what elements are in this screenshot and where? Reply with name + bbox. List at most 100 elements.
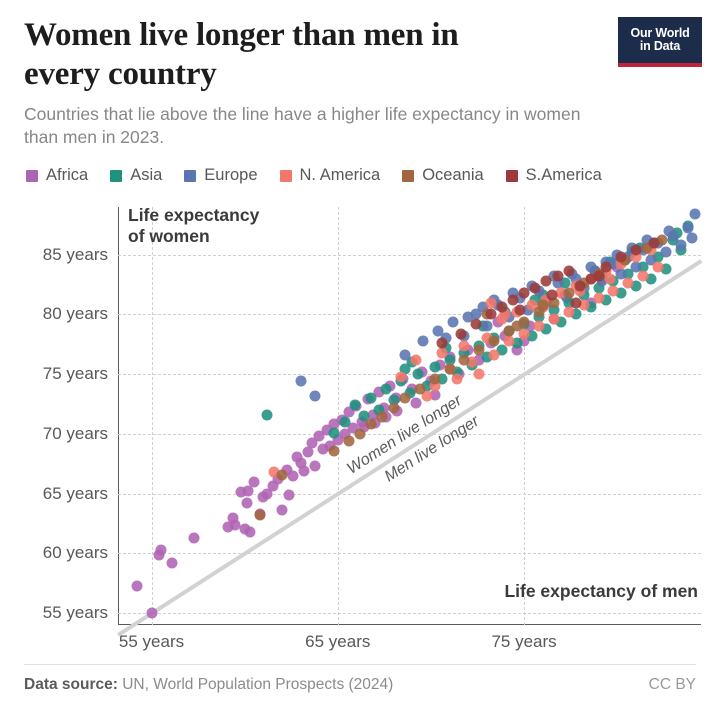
scatter-point[interactable] <box>675 239 686 251</box>
scatter-point[interactable] <box>388 402 400 414</box>
scatter-point[interactable] <box>131 580 143 592</box>
scatter-point[interactable] <box>343 435 355 447</box>
scatter-point[interactable] <box>518 287 530 299</box>
scatter-point[interactable] <box>328 418 340 430</box>
scatter-point[interactable] <box>481 320 493 332</box>
scatter-point[interactable] <box>473 368 485 380</box>
scatter-point[interactable] <box>412 368 424 380</box>
scatter-point[interactable] <box>585 301 597 313</box>
scatter-point[interactable] <box>537 299 549 311</box>
scatter-point[interactable] <box>380 383 392 395</box>
scatter-point[interactable] <box>155 544 167 556</box>
scatter-point[interactable] <box>663 225 675 237</box>
scatter-point[interactable] <box>317 443 329 455</box>
scatter-point[interactable] <box>630 251 642 263</box>
scatter-point[interactable] <box>496 301 508 313</box>
scatter-point[interactable] <box>376 411 388 423</box>
scatter-point[interactable] <box>563 287 575 299</box>
scatter-point[interactable] <box>462 311 474 323</box>
scatter-point[interactable] <box>615 287 627 299</box>
scatter-point[interactable] <box>507 287 519 299</box>
scatter-point[interactable] <box>555 316 567 328</box>
scatter-point[interactable] <box>309 390 321 402</box>
scatter-point[interactable] <box>578 289 590 301</box>
scatter-point[interactable] <box>660 246 672 258</box>
scatter-point[interactable] <box>615 251 627 263</box>
scatter-point[interactable] <box>354 428 366 440</box>
scatter-point[interactable] <box>645 254 657 266</box>
scatter-point[interactable] <box>660 263 672 275</box>
scatter-point[interactable] <box>365 392 377 404</box>
our-world-in-data-logo[interactable]: Our World in Data <box>618 17 702 67</box>
scatter-point[interactable] <box>421 380 433 392</box>
scatter-point[interactable] <box>447 316 459 328</box>
scatter-point[interactable] <box>470 308 482 320</box>
scatter-point[interactable] <box>436 347 448 359</box>
scatter-point[interactable] <box>291 451 303 463</box>
scatter-point[interactable] <box>451 366 463 378</box>
scatter-point[interactable] <box>281 464 293 476</box>
scatter-point[interactable] <box>332 434 344 446</box>
scatter-point[interactable] <box>593 282 605 294</box>
scatter-point[interactable] <box>578 299 590 311</box>
scatter-point[interactable] <box>399 392 411 404</box>
scatter-point[interactable] <box>477 301 489 313</box>
scatter-point[interactable] <box>667 230 679 242</box>
scatter-point[interactable] <box>339 428 351 440</box>
scatter-point[interactable] <box>436 337 448 349</box>
scatter-point[interactable] <box>622 277 634 289</box>
scatter-point[interactable] <box>686 232 698 244</box>
scatter-point[interactable] <box>473 344 485 356</box>
scatter-point[interactable] <box>503 335 515 347</box>
scatter-point[interactable] <box>641 242 653 254</box>
scatter-point[interactable] <box>585 273 597 285</box>
scatter-point[interactable] <box>295 457 307 469</box>
scatter-point[interactable] <box>227 512 239 523</box>
scatter-point[interactable] <box>496 344 508 356</box>
scatter-point[interactable] <box>378 402 390 414</box>
scatter-point[interactable] <box>339 416 351 428</box>
scatter-point[interactable] <box>552 270 564 282</box>
scatter-point[interactable] <box>511 320 523 332</box>
scatter-point[interactable] <box>421 390 433 402</box>
scatter-point[interactable] <box>548 297 560 309</box>
scatter-point[interactable] <box>295 375 307 387</box>
scatter-point[interactable] <box>188 532 200 544</box>
scatter-point[interactable] <box>682 222 694 234</box>
scatter-point[interactable] <box>540 275 552 287</box>
scatter-point[interactable] <box>395 371 407 383</box>
scatter-point[interactable] <box>485 308 497 320</box>
scatter-point[interactable] <box>444 363 456 375</box>
scatter-point[interactable] <box>222 521 234 533</box>
scatter-point[interactable] <box>373 386 385 398</box>
scatter-point[interactable] <box>432 325 444 337</box>
scatter-point[interactable] <box>533 306 545 318</box>
scatter-point[interactable] <box>615 268 627 280</box>
scatter-point[interactable] <box>600 294 612 306</box>
scatter-point[interactable] <box>244 526 256 538</box>
scatter-point[interactable] <box>399 363 411 375</box>
scatter-point[interactable] <box>410 397 422 409</box>
scatter-point[interactable] <box>414 383 426 395</box>
scatter-point[interactable] <box>146 607 158 619</box>
scatter-point[interactable] <box>524 320 536 332</box>
scatter-point[interactable] <box>656 234 668 246</box>
scatter-point[interactable] <box>546 289 558 301</box>
scatter-point[interactable] <box>434 359 446 371</box>
scatter-point[interactable] <box>503 325 515 337</box>
scatter-point[interactable] <box>540 323 552 335</box>
scatter-point[interactable] <box>343 406 355 418</box>
scatter-point[interactable] <box>302 446 314 458</box>
scatter-point[interactable] <box>248 476 260 488</box>
scatter-point[interactable] <box>358 421 370 433</box>
scatter-point[interactable] <box>648 237 660 249</box>
scatter-point[interactable] <box>518 328 530 340</box>
scatter-point[interactable] <box>488 349 500 361</box>
scatter-point[interactable] <box>518 335 530 347</box>
scatter-point[interactable] <box>481 351 493 363</box>
scatter-point[interactable] <box>585 261 597 273</box>
scatter-point[interactable] <box>548 304 560 316</box>
scatter-point[interactable] <box>429 389 441 400</box>
scatter-point[interactable] <box>570 297 582 309</box>
legend-item-s-america[interactable]: S.America <box>505 166 602 185</box>
